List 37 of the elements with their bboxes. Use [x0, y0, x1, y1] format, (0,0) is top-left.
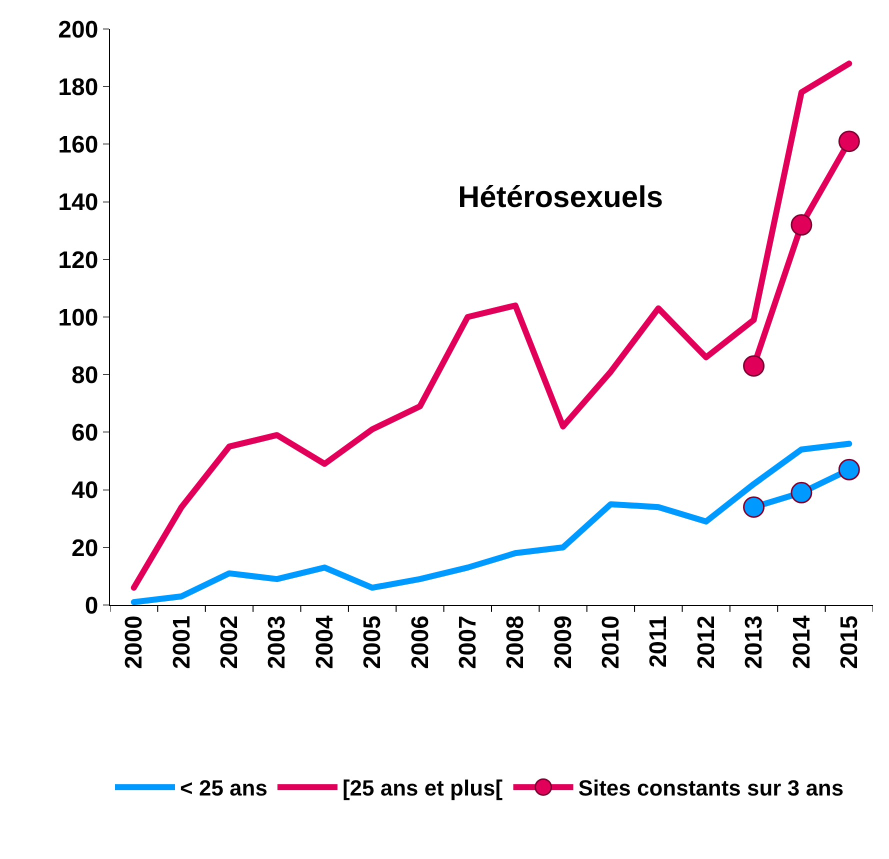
- point: [743, 496, 765, 518]
- point: [790, 214, 812, 236]
- text: Hétérosexuels: [458, 181, 664, 214]
- y-tick-label: 80: [71, 362, 98, 389]
- x-tick-label: 2000: [120, 616, 148, 669]
- x-tick-label: 2006: [406, 616, 434, 669]
- y-tick-label: 100: [58, 304, 98, 332]
- x-tick-label: 2004: [311, 614, 338, 669]
- x-tick-label: 2012: [692, 616, 720, 669]
- y-tick-label: 200: [58, 16, 98, 44]
- legend-label: Sites constants sur 3 ans: [578, 776, 844, 801]
- y-tick-label: 160: [58, 132, 98, 159]
- point: [790, 482, 812, 504]
- x-tick-label: 2015: [836, 616, 863, 669]
- y-tick-label: 140: [58, 189, 98, 216]
- legend-label: < 25 ans: [180, 776, 268, 801]
- point: [743, 355, 765, 377]
- x-tick-label: 2007: [454, 616, 482, 669]
- x-tick-label: 2009: [550, 616, 577, 669]
- x-tick-label: 2005: [359, 616, 386, 669]
- x-tick-label: 2008: [502, 616, 530, 669]
- y-tick-label: 20: [71, 534, 98, 562]
- x-tick-label: 2010: [598, 616, 625, 669]
- y-tick-label: 60: [71, 420, 98, 447]
- x-tick-label: 2011: [645, 616, 672, 668]
- point: [838, 130, 860, 152]
- x-tick-label: 2003: [264, 616, 291, 669]
- legend-label: [25 ans et plus[: [342, 776, 504, 801]
- x-tick-label: 2002: [216, 616, 244, 669]
- x-tick-label: 2001: [168, 616, 196, 669]
- x-tick-label: 2014: [788, 614, 816, 669]
- y-tick-label: 180: [58, 74, 98, 101]
- y-tick-label: 0: [84, 592, 98, 620]
- x-tick-label: 2013: [740, 616, 768, 669]
- y-tick-label: 40: [71, 477, 98, 504]
- y-tick-label: 120: [58, 246, 98, 274]
- point: [838, 458, 860, 480]
